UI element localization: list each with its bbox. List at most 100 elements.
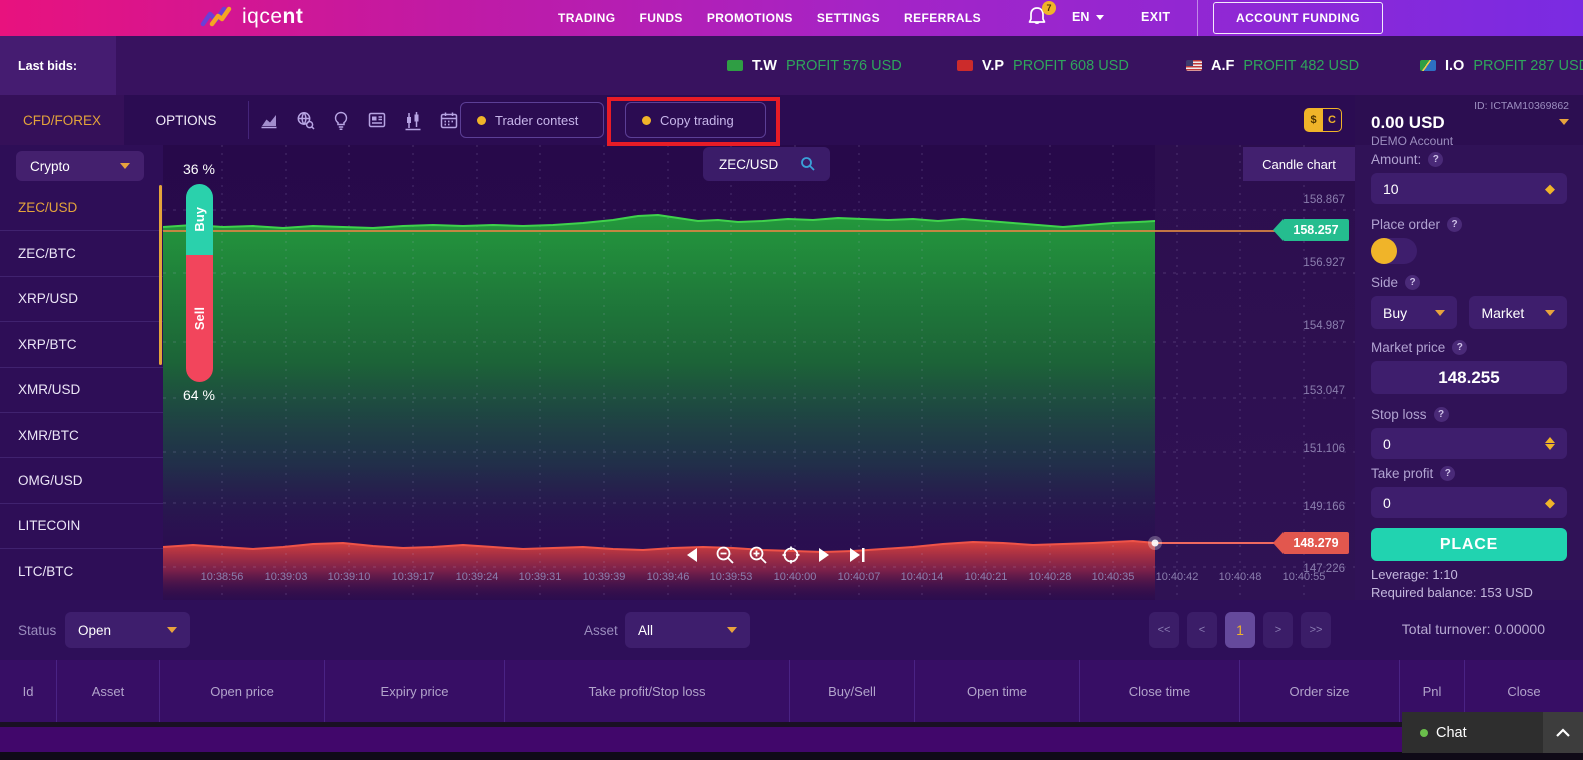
- nav-item-funds[interactable]: FUNDS: [639, 11, 683, 25]
- pair-item-xrp-btc[interactable]: XRP/BTC: [0, 321, 163, 366]
- search-icon: [801, 157, 815, 171]
- currency-c-option[interactable]: C: [1323, 108, 1342, 132]
- bid-initials: I.O: [1445, 57, 1465, 74]
- tab-options[interactable]: OPTIONS: [155, 112, 217, 128]
- news-icon[interactable]: [366, 109, 388, 131]
- lightbulb-icon[interactable]: [330, 109, 352, 131]
- pan-left-icon[interactable]: [681, 544, 703, 566]
- stop-loss-label-row: Stop loss ?: [1371, 406, 1567, 422]
- order-type-dropdown[interactable]: Market: [1469, 296, 1567, 329]
- pair-item-ltc-btc[interactable]: LTC/BTC: [0, 548, 163, 593]
- skip-to-end-icon[interactable]: [846, 544, 868, 566]
- area-chart-icon[interactable]: [258, 109, 280, 131]
- symbol-search[interactable]: ZEC/USD: [703, 147, 830, 181]
- logo[interactable]: iqcent: [200, 5, 303, 29]
- pair-list: ZEC/USD ZEC/BTC XRP/USD XRP/BTC XMR/USD …: [0, 185, 163, 594]
- flag-icon: [727, 60, 743, 71]
- account-funding-button[interactable]: ACCOUNT FUNDING: [1213, 2, 1383, 34]
- flag-icon: [1420, 60, 1436, 71]
- help-icon[interactable]: ?: [1405, 274, 1421, 290]
- price-tick: 158.867: [1303, 194, 1345, 206]
- language-selector[interactable]: EN: [1072, 10, 1105, 24]
- nav-item-settings[interactable]: SETTINGS: [816, 11, 881, 25]
- side-value: Buy: [1383, 304, 1408, 321]
- pair-item-xrp-usd[interactable]: XRP/USD: [0, 275, 163, 321]
- category-dropdown[interactable]: Crypto: [16, 151, 144, 181]
- pair-item-litecoin[interactable]: LITECOIN: [0, 502, 163, 548]
- nav-item-promotions[interactable]: PROMOTIONS: [706, 11, 793, 25]
- chevron-down-icon[interactable]: [1559, 119, 1569, 125]
- chevron-down-icon: [1435, 309, 1446, 316]
- take-profit-input[interactable]: 0 ◆: [1371, 487, 1567, 518]
- asset-dropdown[interactable]: All: [625, 612, 750, 648]
- sidebar-scrollbar[interactable]: [159, 185, 162, 365]
- copy-trading-button[interactable]: Copy trading: [625, 102, 766, 138]
- bid-ticker-item: A.F PROFIT 482 USD: [1186, 36, 1359, 95]
- page-current-button[interactable]: 1: [1225, 612, 1255, 648]
- candlestick-chart-icon[interactable]: [402, 109, 424, 131]
- currency-toggle[interactable]: $ C: [1304, 108, 1342, 132]
- page-next-button[interactable]: >: [1263, 612, 1293, 648]
- gauge-buy-label: Buy: [192, 207, 207, 232]
- globe-search-icon[interactable]: [294, 109, 316, 131]
- exit-button[interactable]: EXIT: [1141, 10, 1171, 24]
- page-first-button[interactable]: <<: [1149, 612, 1179, 648]
- chat-widget[interactable]: Chat: [1402, 712, 1583, 753]
- notifications-bell[interactable]: 7: [1026, 1, 1056, 32]
- trader-contest-button[interactable]: Trader contest: [460, 102, 604, 138]
- page-last-button[interactable]: >>: [1301, 612, 1331, 648]
- zoom-out-icon[interactable]: [714, 544, 736, 566]
- help-icon[interactable]: ?: [1440, 465, 1456, 481]
- nav-item-referrals[interactable]: REFERRALS: [904, 11, 981, 25]
- side-dropdown[interactable]: Buy: [1371, 296, 1458, 329]
- time-tick: 10:38:56: [200, 571, 244, 583]
- stop-loss-input[interactable]: 0: [1371, 428, 1567, 459]
- account-summary[interactable]: ID: ICTAM10369862 0.00 USD DEMO Account: [1355, 95, 1583, 148]
- crosshair-target-icon[interactable]: [780, 544, 802, 566]
- zoom-in-icon[interactable]: [747, 544, 769, 566]
- bid-initials: A.F: [1211, 57, 1235, 74]
- pair-item-xmr-btc[interactable]: XMR/BTC: [0, 411, 163, 457]
- tab-cfd-forex[interactable]: CFD/FOREX: [0, 95, 124, 145]
- price-tick: 156.927: [1303, 257, 1345, 269]
- time-tick: 10:39:17: [391, 571, 435, 583]
- pair-item-omg-usd[interactable]: OMG/USD: [0, 457, 163, 502]
- copy-trading-dot-icon: [642, 115, 651, 125]
- help-icon[interactable]: ?: [1433, 406, 1449, 422]
- time-tick: 10:39:24: [455, 571, 499, 583]
- time-tick: 10:40:07: [837, 571, 881, 583]
- leverage-note: Leverage: 1:10: [1371, 567, 1458, 582]
- gauge-sell-label: Sell: [192, 306, 207, 331]
- help-icon[interactable]: ?: [1428, 151, 1444, 167]
- place-order-toggle[interactable]: [1371, 238, 1417, 264]
- pair-item-zec-btc[interactable]: ZEC/BTC: [0, 230, 163, 275]
- price-tick: 154.987: [1303, 320, 1345, 332]
- calendar-icon[interactable]: [438, 109, 460, 131]
- candle-chart-button[interactable]: Candle chart: [1243, 147, 1355, 181]
- logo-text: iqcent: [242, 5, 304, 28]
- status-label: Status: [18, 623, 57, 638]
- pan-right-icon[interactable]: [813, 544, 835, 566]
- pair-item-xmr-usd[interactable]: XMR/USD: [0, 366, 163, 412]
- chat-button[interactable]: Chat: [1402, 712, 1543, 753]
- help-icon[interactable]: ?: [1452, 339, 1468, 355]
- col-order-size: Order size: [1240, 660, 1400, 722]
- bid-ticker-item: V.P PROFIT 608 USD: [957, 36, 1129, 95]
- sell-price-value: 148.279: [1283, 532, 1349, 554]
- currency-dollar-option[interactable]: $: [1304, 108, 1323, 132]
- order-panel: ID: ICTAM10369862 0.00 USD DEMO Account …: [1355, 95, 1583, 600]
- help-icon[interactable]: ?: [1447, 216, 1463, 232]
- place-order-button[interactable]: PLACE: [1371, 528, 1567, 561]
- toolbar: CFD/FOREX OPTIONS Trader: [0, 95, 1355, 145]
- gauge-buy-section: Buy: [186, 184, 213, 255]
- amount-input[interactable]: 10 ◆: [1371, 173, 1567, 204]
- nav-item-trading[interactable]: TRADING: [558, 11, 616, 25]
- status-dropdown[interactable]: Open: [65, 612, 190, 648]
- divider-strip: [0, 722, 1583, 727]
- stepper-icon[interactable]: [1545, 437, 1555, 450]
- pair-item-zec-usd[interactable]: ZEC/USD: [18, 200, 78, 216]
- notification-badge: 7: [1042, 1, 1056, 15]
- page-prev-button[interactable]: <: [1187, 612, 1217, 648]
- toggle-knob: [1371, 238, 1397, 264]
- chat-expand-button[interactable]: [1543, 712, 1583, 753]
